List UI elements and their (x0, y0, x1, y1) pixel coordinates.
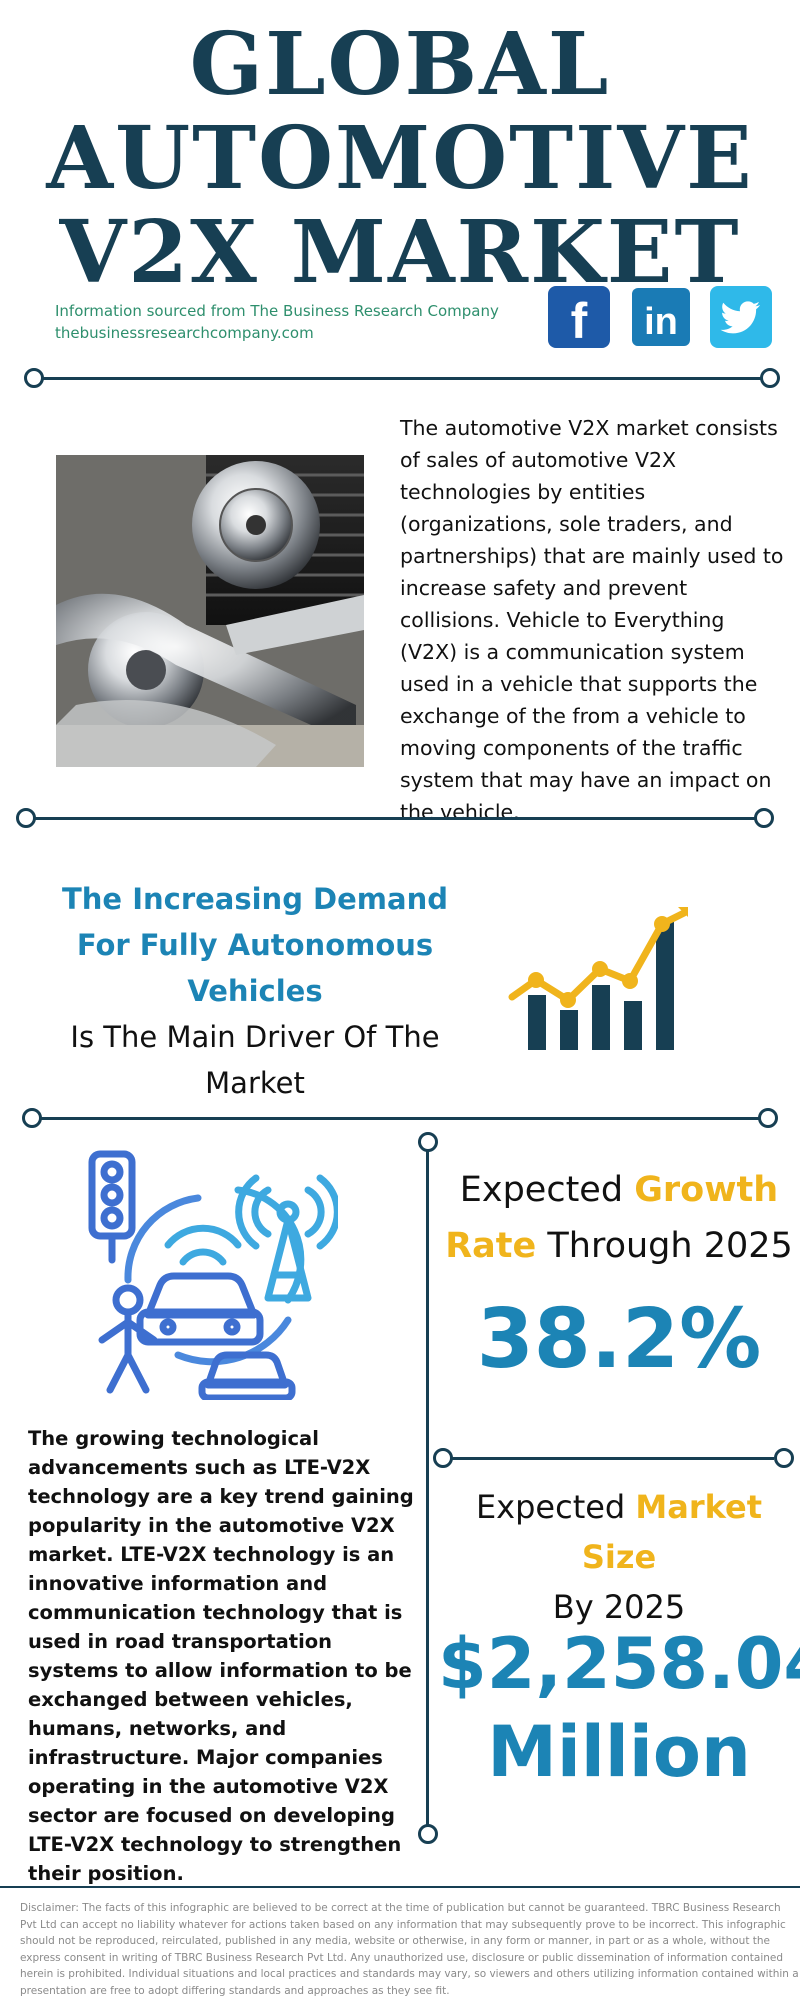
divider-end-dot (758, 1108, 778, 1128)
market-size-value: $2,258.04 Million (438, 1620, 800, 1796)
linkedin-icon[interactable]: in (630, 286, 692, 348)
divider-end-dot (16, 808, 36, 828)
facebook-glyph: f (571, 293, 588, 348)
vertical-divider-bottom-dot (418, 1824, 438, 1844)
title-line-automotive: AUTOMOTIVE (46, 108, 754, 209)
market-size-label: Expected Market Size By 2025 (438, 1482, 800, 1632)
source-credit: Information sourced from The Business Re… (55, 300, 499, 344)
growth-label-pre: Expected (459, 1170, 635, 1210)
title-line-global: GLOBAL (189, 14, 611, 115)
divider-end-dot (760, 368, 780, 388)
market-size-amount: $2,258.04 (438, 1623, 800, 1705)
divider-end-dot (433, 1448, 453, 1468)
market-size-unit: Million (487, 1711, 751, 1793)
linkedin-glyph: in (644, 301, 678, 343)
v2x-communication-icon (88, 1150, 341, 1402)
source-website-link[interactable]: thebusinessresearchcompany.com (55, 324, 314, 342)
growth-label-gold-growth: Growth (634, 1170, 779, 1210)
divider-line (26, 817, 764, 820)
divider-line (34, 377, 766, 380)
divider-end-dot (754, 808, 774, 828)
size-label-post: By 2025 (552, 1588, 686, 1626)
growth-rate-value: 38.2% (476, 1292, 762, 1387)
key-trend-text: The growing technological advancements s… (28, 1427, 414, 1885)
infographic-title: GLOBAL AUTOMOTIVE V2X MARKET (0, 18, 800, 300)
footer-divider (0, 1886, 800, 1888)
disclaimer-text: Disclaimer: The facts of this infographi… (20, 1902, 799, 1997)
growth-rate-label: Expected Growth Rate Through 2025 (438, 1162, 800, 1274)
driver-highlight-text: The Increasing Demand For Fully Autonomo… (62, 882, 448, 1008)
divider-line (452, 1457, 774, 1460)
market-driver: The Increasing Demand For Fully Autonomo… (40, 876, 470, 1106)
divider-end-dot (774, 1448, 794, 1468)
source-company-text: Information sourced from The Business Re… (55, 302, 499, 320)
facebook-icon[interactable]: f (548, 286, 610, 349)
size-label-gold: Market Size (581, 1488, 763, 1576)
divider-end-dot (24, 368, 44, 388)
vertical-divider-top-dot (418, 1132, 438, 1152)
growth-label-post: Through 2025 (536, 1226, 793, 1266)
twitter-icon[interactable] (710, 286, 772, 348)
size-label-pre: Expected (475, 1488, 636, 1526)
driver-rest-text: Is The Main Driver Of The Market (70, 1020, 440, 1100)
divider-line (32, 1117, 768, 1120)
market-definition-text: The automotive V2X market consists of sa… (400, 416, 784, 824)
title-line-v2x-market: V2X MARKET (59, 202, 741, 303)
growth-chart-icon (508, 905, 708, 1055)
vertical-divider (426, 1148, 429, 1830)
motorcycle-engine-photo (56, 455, 364, 767)
growth-label-gold-rate: Rate (445, 1226, 537, 1266)
divider-end-dot (22, 1108, 42, 1128)
